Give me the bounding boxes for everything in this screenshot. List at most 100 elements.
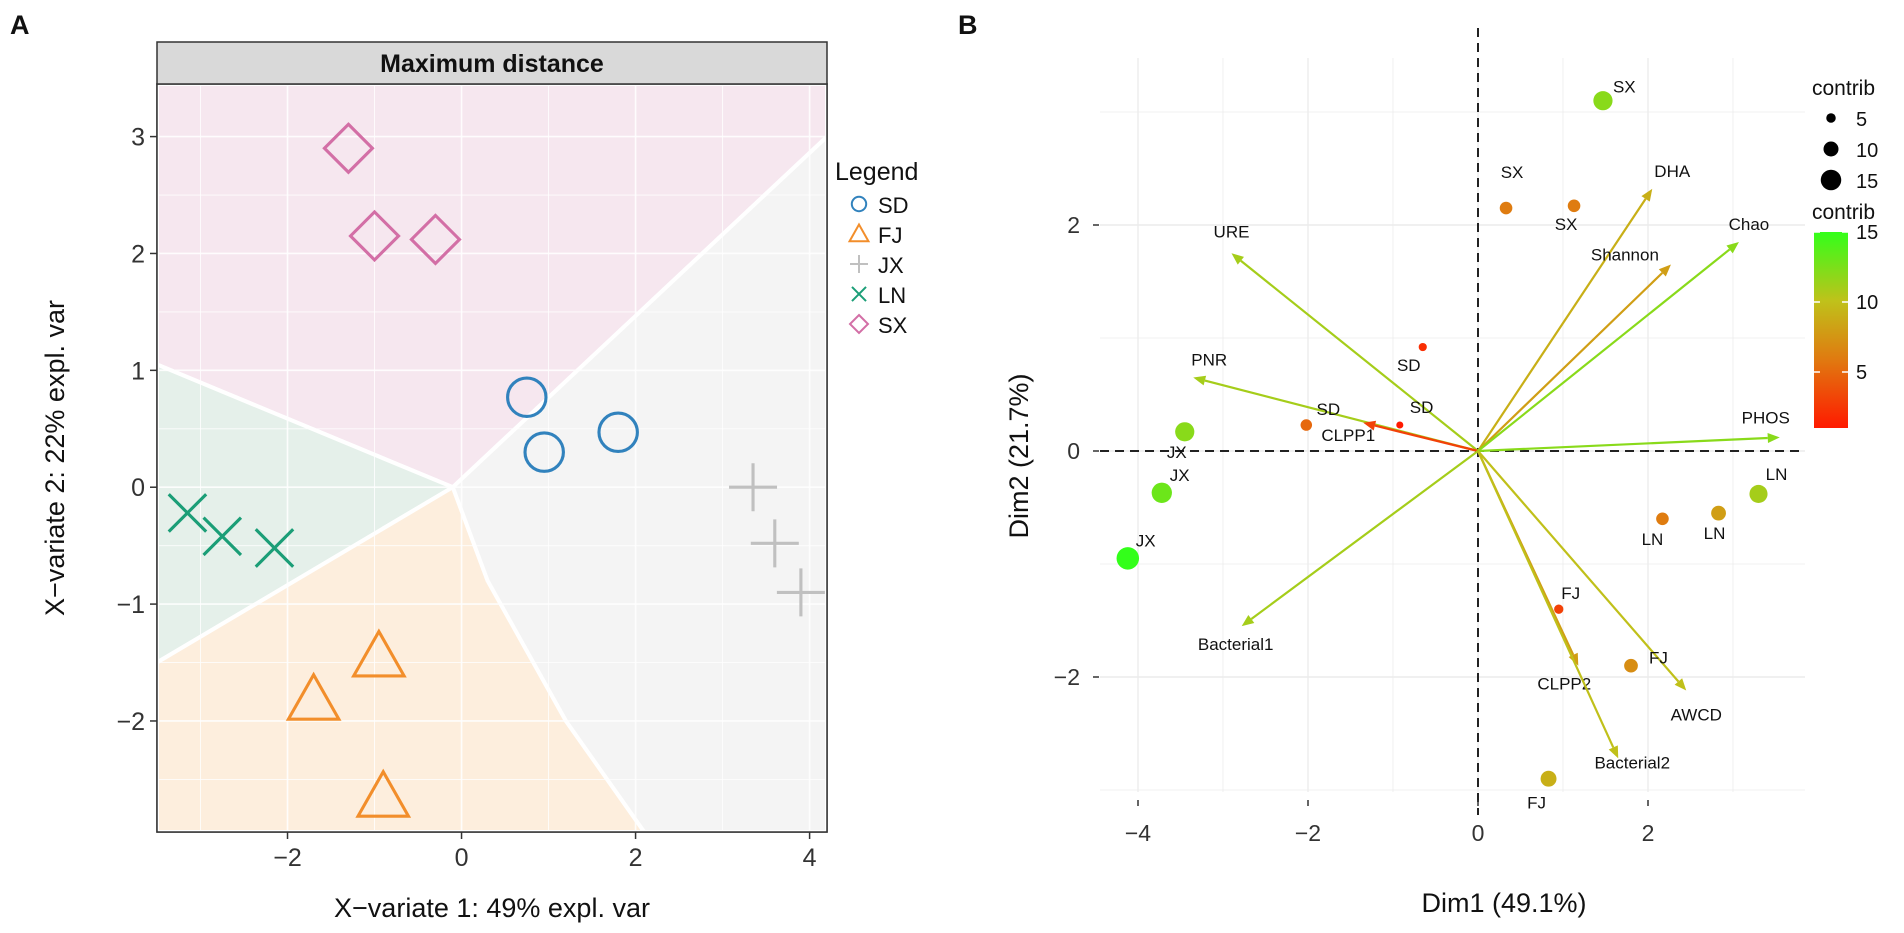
point-jx: [1175, 422, 1195, 442]
arrow-shannon-label: Shannon: [1591, 246, 1659, 265]
panel-a-title: Maximum distance: [380, 50, 604, 78]
arrow-shannon-head: [1658, 264, 1671, 277]
point-sx: [1499, 201, 1513, 215]
point-label-ln: LN: [1766, 465, 1788, 484]
panel-b-size-legend: contrib 5 10 15: [1812, 77, 1878, 193]
legend-key-jx: [850, 255, 868, 273]
size-legend-label: 10: [1856, 140, 1878, 162]
x-tick-label: 2: [1642, 820, 1655, 846]
arrow-awcd-label: AWCD: [1671, 706, 1722, 725]
y-tick-label: 0: [131, 474, 145, 502]
y-tick-label: 1: [131, 357, 145, 385]
arrow-bacterial2-head: [1608, 745, 1619, 759]
arrow-clpp1-head: [1363, 420, 1377, 431]
point-ln: [1749, 484, 1768, 503]
point-label-fj: FJ: [1649, 649, 1668, 668]
legend-label-sd: SD: [878, 193, 909, 218]
panel-b-color-legend: contrib 15 10 5: [1812, 201, 1878, 428]
arrow-bacterial1-head: [1241, 614, 1255, 627]
y-tick-label: −2: [1054, 664, 1080, 690]
arrow-bacterial2-label: Bacterial2: [1594, 753, 1670, 772]
x-tick-label: 4: [803, 844, 817, 872]
arrow-pnr-head: [1193, 375, 1207, 386]
arrow-chao-shaft: [1477, 248, 1731, 452]
panel-a-legend-title: Legend: [835, 158, 918, 186]
marker-fj: [355, 768, 412, 818]
arrow-ure-label: URE: [1214, 222, 1250, 241]
arrow-awcd-head: [1674, 678, 1687, 691]
arrow-ure-shaft: [1240, 259, 1479, 452]
panel-a-legend: Legend SD FJ JX LN SX: [835, 158, 918, 338]
x-tick-label: 0: [1472, 820, 1485, 846]
point-sd: [1418, 342, 1427, 352]
panel-b-size-legend-title: contrib: [1812, 77, 1875, 100]
size-legend-dot: [1826, 113, 1836, 123]
panel-b-color-legend-title: contrib: [1812, 201, 1875, 224]
arrow-ure-head: [1231, 253, 1244, 265]
point-sd: [1300, 419, 1313, 431]
arrow-pnr-label: PNR: [1191, 351, 1227, 370]
panel-a-x-ticks: −2 0 2 4: [273, 832, 817, 872]
y-tick-label: 2: [131, 240, 145, 268]
panel-b-x-ticks: −4 −2 0 2: [1125, 800, 1655, 846]
point-label-sd: SD: [1316, 400, 1340, 419]
legend-label-jx: JX: [878, 253, 904, 278]
point-label-ln: LN: [1704, 524, 1726, 543]
arrow-dha-head: [1641, 188, 1653, 202]
legend-label-ln: LN: [878, 283, 906, 308]
marker-ln: [202, 516, 243, 557]
marker-fj: [285, 671, 342, 721]
arrow-bacterial1-shaft: [1250, 450, 1479, 620]
point-sx: [1593, 91, 1613, 111]
point-jx: [1151, 482, 1172, 503]
panel-b: B −4 −2 0 2 −2 0 2 URE PNR CLPP1 Bacterial1 DHA Sh…: [958, 10, 1878, 918]
arrow-dha-shaft: [1477, 198, 1647, 452]
panel-a-gridlines: [157, 84, 827, 832]
x-tick-label: −2: [1295, 820, 1321, 846]
y-tick-label: −1: [116, 591, 145, 619]
point-label-fj: FJ: [1561, 584, 1580, 603]
arrow-chao-label: Chao: [1729, 215, 1770, 234]
marker-sd: [506, 376, 548, 418]
x-tick-label: 2: [629, 844, 643, 872]
arrow-bacterial1-label: Bacterial1: [1198, 635, 1274, 654]
point-label-ln: LN: [1642, 530, 1664, 549]
point-ln: [1711, 505, 1726, 521]
region-sd: [450, 133, 827, 832]
legend-key-sd: [850, 195, 868, 213]
panel-b-colorbar: [1814, 232, 1848, 428]
panel-a: A Maximum distance −2 0 2 4 −2 −1 0 1 2 3 X−vari…: [10, 10, 918, 923]
point-label-sx: SX: [1501, 163, 1524, 182]
marker-jx: [729, 463, 778, 512]
point-label-jx: JX: [1170, 466, 1190, 485]
marker-sx: [322, 122, 375, 175]
marker-sx: [348, 209, 401, 263]
arrow-phos-head: [1767, 432, 1780, 443]
marker-sd: [523, 431, 565, 473]
panel-b-x-axis-label: Dim1 (49.1%): [1421, 888, 1586, 918]
point-label-sd: SD: [1410, 398, 1434, 417]
point-label-sx: SX: [1613, 78, 1636, 97]
point-label-sx: SX: [1555, 215, 1578, 234]
panel-b-y-ticks: −2 0 2: [1054, 212, 1099, 690]
point-sx: [1567, 199, 1581, 213]
arrow-chao-head: [1726, 241, 1739, 254]
size-legend-dot: [1823, 141, 1839, 157]
marker-sx: [409, 213, 462, 266]
panel-b-variable-arrows: URE PNR CLPP1 Bacterial1 DHA Shannon Chao PHOS A…: [1191, 162, 1790, 773]
x-tick-label: −2: [273, 844, 302, 872]
point-label-fj: FJ: [1527, 794, 1546, 813]
point-label-jx: JX: [1136, 531, 1156, 550]
colorbar-label: 15: [1856, 222, 1878, 244]
panel-b-gridlines: [1100, 58, 1805, 792]
arrow-shannon-shaft: [1477, 272, 1664, 452]
marker-fj: [351, 628, 407, 678]
y-tick-label: 3: [131, 124, 145, 152]
point-fj: [1624, 658, 1638, 673]
point-label-jx: JX: [1167, 443, 1187, 462]
x-tick-label: −4: [1125, 820, 1151, 846]
arrow-clpp2-label: CLPP2: [1537, 675, 1591, 694]
point-jx: [1116, 547, 1140, 570]
arrow-phos-shaft: [1477, 436, 1768, 453]
